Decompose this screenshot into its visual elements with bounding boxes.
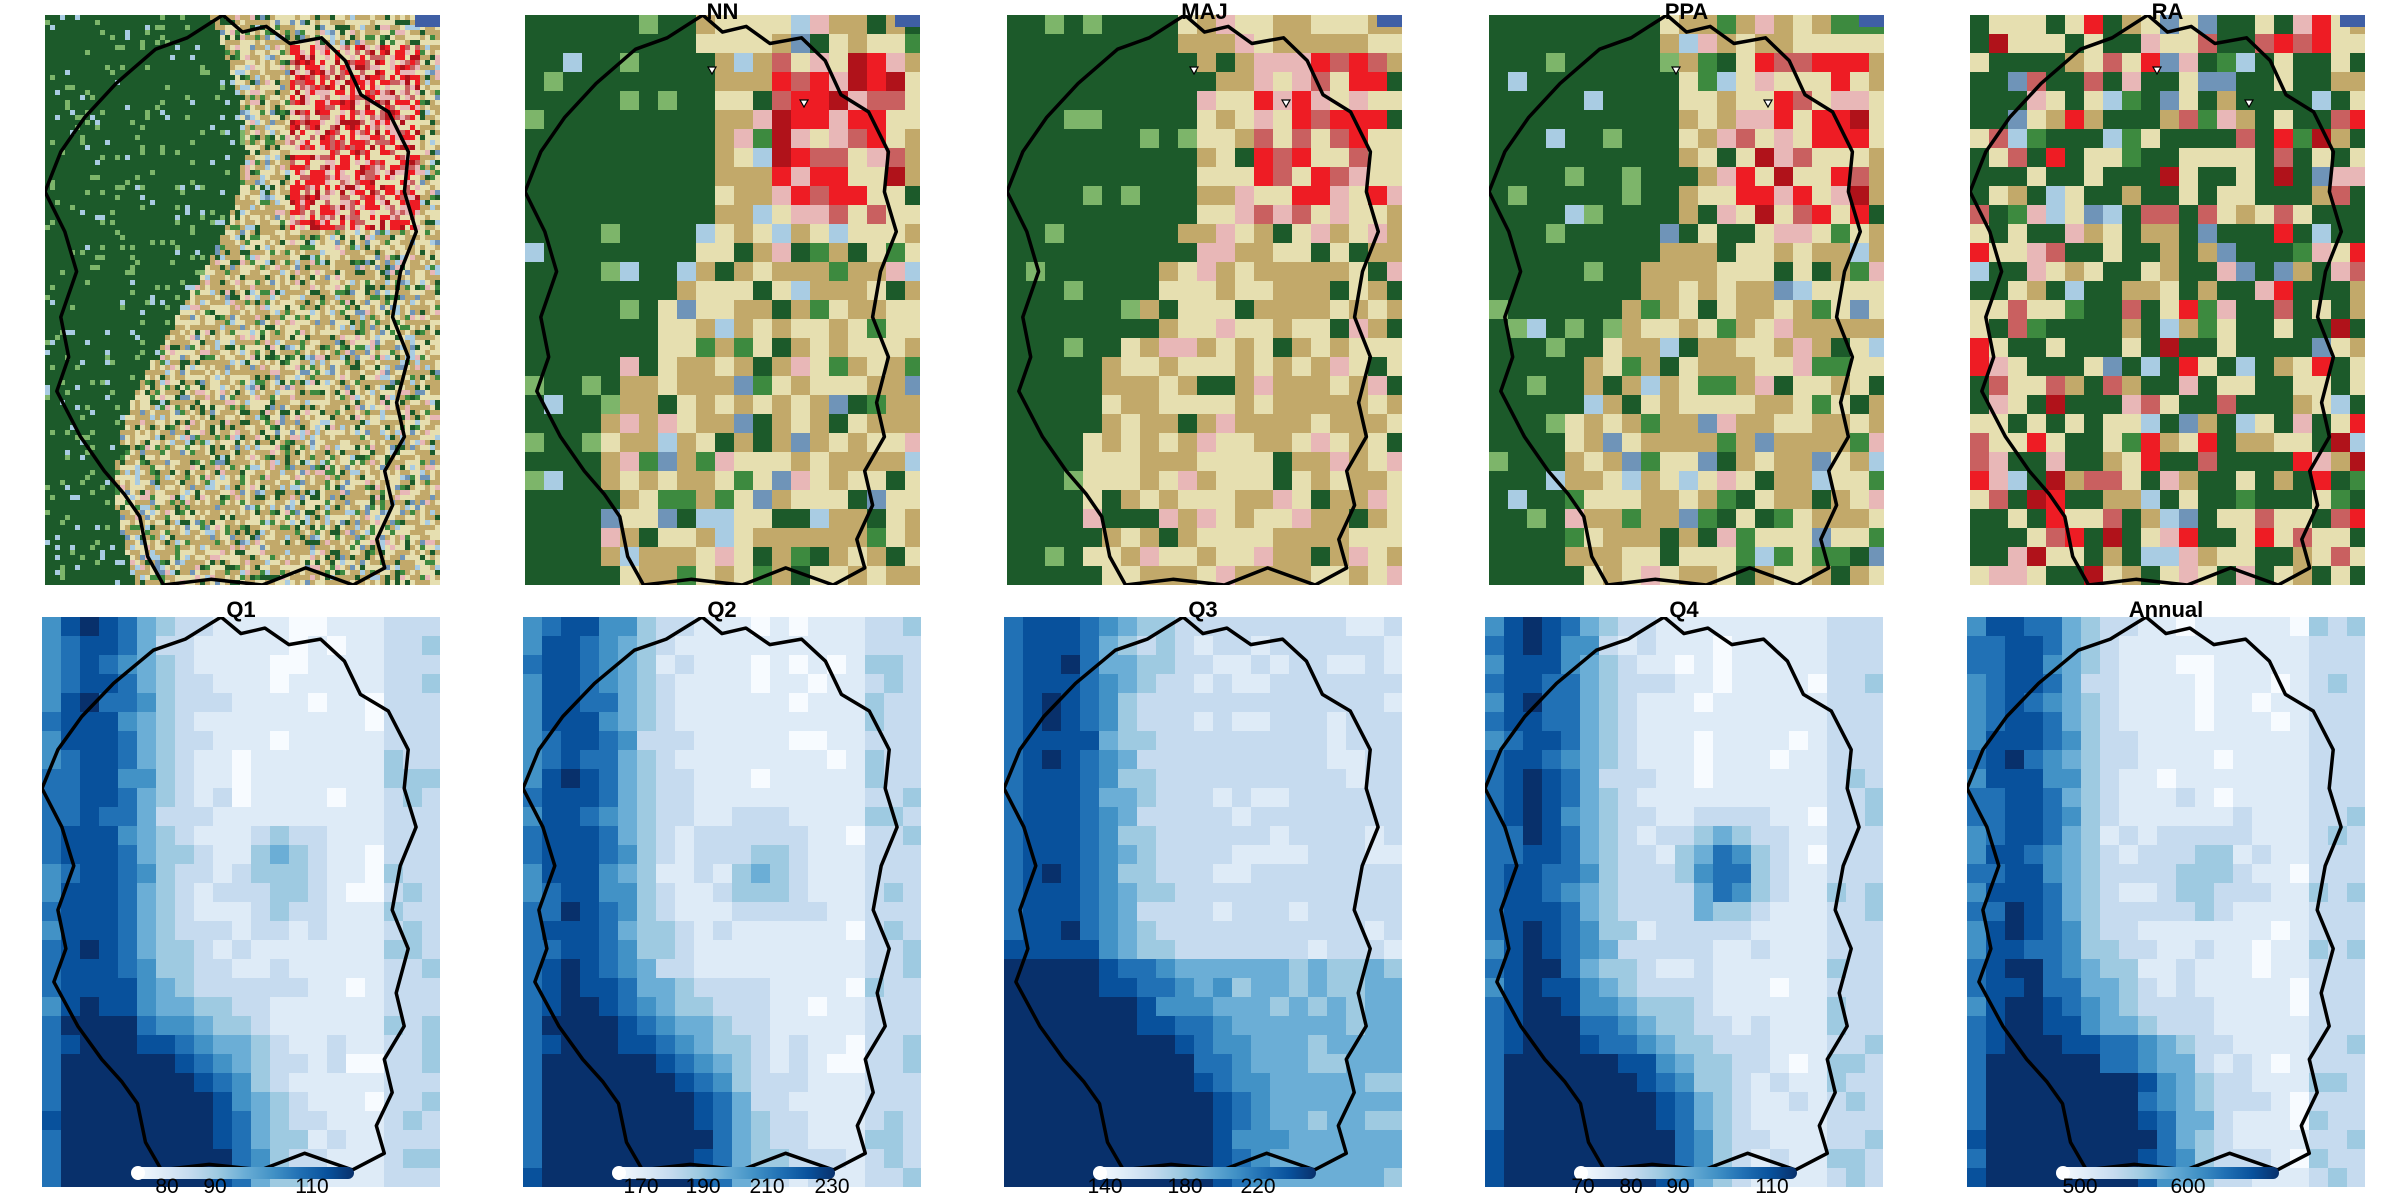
panel-title-ppa: PPA (1664, 0, 1709, 24)
panel-title-maj: MAJ (1181, 0, 1228, 24)
legend-tick-q4-90: 90 (1666, 1175, 1690, 1198)
rainfall-map-q3 (1004, 617, 1402, 1187)
legend-tick-q2-210: 210 (749, 1175, 785, 1198)
legend-tick-q3-220: 220 (1240, 1175, 1276, 1198)
panel-title-q1: Q1 (226, 597, 256, 622)
legend-tick-annual-600: 600 (2170, 1175, 2206, 1198)
landcover-map-original (45, 15, 440, 585)
map-panel-annual: Annual (1967, 599, 2365, 1187)
map-panel-q1: Q1 (42, 599, 440, 1187)
legend-tick-q2-230: 230 (814, 1175, 850, 1198)
legend-tick-q3-180: 180 (1167, 1175, 1203, 1198)
rainfall-map-annual (1967, 617, 2365, 1187)
rainfall-map-q2 (523, 617, 921, 1187)
legend-tick-q1-80: 80 (155, 1175, 179, 1198)
legend-tick-q4-110: 110 (1755, 1175, 1789, 1198)
legend-tick-annual-500: 500 (2062, 1175, 2098, 1198)
legend-tick-q4-80: 80 (1619, 1175, 1643, 1198)
panel-title-ra: RA (2151, 0, 2184, 24)
map-panel-q4: Q4 (1485, 599, 1883, 1187)
panel-title-q4: Q4 (1669, 597, 1699, 622)
legend-tick-q1-110: 110 (295, 1175, 329, 1198)
landcover-map-ppa (1489, 15, 1884, 585)
landcover-map-maj (1007, 15, 1402, 585)
legend-tick-q4-70: 70 (1571, 1175, 1595, 1198)
map-panel-original (45, 15, 440, 585)
landcover-map-ra (1970, 15, 2365, 585)
panel-title-q3: Q3 (1188, 597, 1218, 622)
legend-tick-q3-140: 140 (1087, 1175, 1123, 1198)
map-panel-ra: RA (1970, 1, 2365, 585)
legend-tick-q2-170: 170 (623, 1175, 659, 1198)
rainfall-map-q1 (42, 617, 440, 1187)
map-panel-maj: MAJ (1007, 1, 1402, 585)
panel-title-q2: Q2 (707, 597, 737, 622)
map-panel-nn: NN (525, 1, 920, 585)
landcover-map-nn (525, 15, 920, 585)
rainfall-map-q4 (1485, 617, 1883, 1187)
map-panel-q2: Q2 (523, 599, 921, 1187)
legend-tick-q2-190: 190 (685, 1175, 721, 1198)
panel-title-annual: Annual (2128, 597, 2204, 622)
map-panel-ppa: PPA (1489, 1, 1884, 585)
map-panel-q3: Q3 (1004, 599, 1402, 1187)
panel-title-nn: NN (706, 0, 739, 24)
legend-tick-q1-90: 90 (203, 1175, 227, 1198)
